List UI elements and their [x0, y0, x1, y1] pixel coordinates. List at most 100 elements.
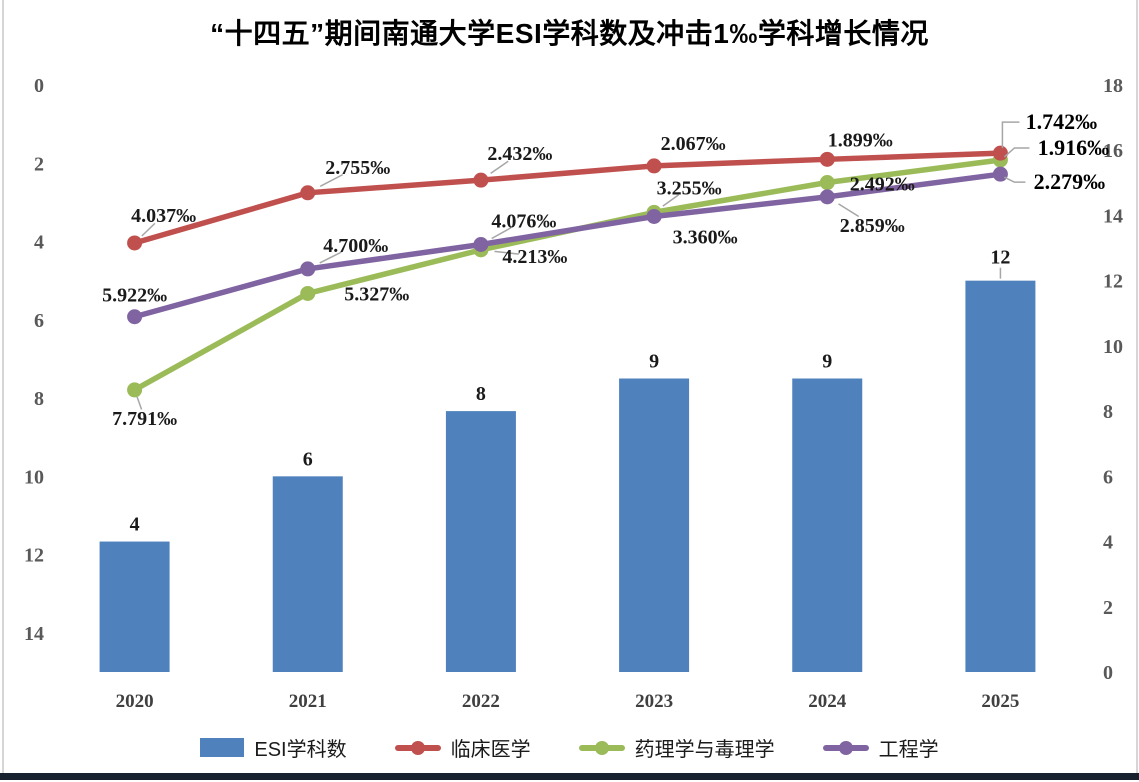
- label-callout-leader: [1004, 176, 1026, 183]
- right-axis-tick: 18: [1103, 75, 1123, 97]
- right-axis-tick: 10: [1103, 336, 1123, 358]
- left-axis-tick: 2: [34, 153, 44, 175]
- label-leader: [662, 194, 680, 207]
- x-axis-label: 2022: [462, 691, 500, 712]
- label-leader: [319, 173, 344, 187]
- bar-value-label: 12: [990, 247, 1010, 269]
- x-axis-label: 2024: [808, 691, 847, 712]
- bar-2025: [965, 280, 1036, 672]
- chart-title: “十四五”期间南通大学ESI学科数及冲击1‰学科增长情况: [210, 18, 929, 49]
- data-label: 3.360‰: [673, 226, 738, 248]
- legend-label: 临床医学: [450, 739, 531, 761]
- right-axis-tick: 0: [1103, 662, 1113, 684]
- marker-2025: [992, 145, 1008, 161]
- label-leader: [141, 222, 156, 237]
- line-swatch-icon: [578, 738, 625, 758]
- legend-item-esi-count: ESI学科数: [200, 733, 347, 762]
- label-leader: [491, 227, 512, 240]
- legend-item-engineering: 工程学: [822, 733, 939, 762]
- data-label: 2.859‰: [840, 215, 905, 237]
- bar-value-label: 8: [476, 383, 486, 405]
- bar-2024: [792, 378, 863, 672]
- bar-value-label: 9: [822, 351, 832, 373]
- bottom-rule: [0, 773, 1139, 780]
- left-axis-tick: 12: [24, 545, 44, 567]
- marker-2021: [300, 285, 316, 301]
- data-label: 2.432‰: [487, 143, 552, 165]
- left-border: [2, 0, 4, 775]
- x-axis-label: 2023: [635, 691, 673, 712]
- line-series: [131, 171, 1004, 320]
- marker-2020: [127, 309, 143, 325]
- marker-2024: [819, 189, 835, 205]
- data-label: 5.327‰: [344, 283, 409, 305]
- legend-label: ESI学科数: [254, 739, 347, 761]
- right-axis-tick: 8: [1103, 401, 1113, 423]
- x-axis-label: 2021: [289, 691, 327, 712]
- data-label: 1.742‰: [1026, 109, 1098, 134]
- bar-2023: [619, 378, 690, 672]
- right-border: [1136, 0, 1138, 775]
- marker-2022: [473, 237, 489, 253]
- left-axis-tick: 8: [34, 388, 44, 410]
- data-label: 3.255‰: [657, 177, 722, 199]
- right-axis-tick: 2: [1103, 597, 1113, 619]
- marker-2024: [819, 151, 835, 167]
- right-axis-tick: 6: [1103, 466, 1113, 488]
- marker-2021: [300, 185, 316, 201]
- data-label: 4.213‰: [502, 246, 567, 268]
- label-leader: [838, 203, 860, 218]
- marker-2024: [819, 175, 835, 191]
- line-swatch-icon: [822, 738, 869, 758]
- legend-item-pharmacology-toxicology: 药理学与毒理学: [578, 733, 775, 762]
- data-label: 2.492‰: [850, 174, 915, 196]
- right-axis-tick: 12: [1103, 271, 1123, 293]
- data-label: 4.700‰: [323, 235, 388, 257]
- left-axis-tick: 0: [34, 75, 44, 97]
- marker-2023: [646, 158, 662, 174]
- bar-2020: [99, 541, 170, 672]
- marker-2021: [300, 261, 316, 277]
- marker-2020: [127, 235, 143, 251]
- label-leader: [136, 396, 143, 410]
- data-label: 2.279‰: [1034, 169, 1106, 194]
- marker-2022: [473, 172, 489, 188]
- legend-label: 药理学与毒理学: [634, 739, 775, 761]
- bar-swatch-icon: [200, 738, 245, 757]
- marker-2025: [992, 166, 1008, 182]
- data-label: 5.922‰: [102, 285, 167, 307]
- line-series: [131, 150, 1004, 246]
- left-axis-tick: 4: [34, 232, 44, 254]
- bar-value-label: 9: [649, 351, 659, 373]
- label-callout-leader: [1001, 121, 1020, 149]
- line-swatch-icon: [394, 738, 441, 758]
- marker-2023: [646, 208, 662, 224]
- data-label: 4.076‰: [491, 211, 556, 233]
- legend-item-clinical-medicine: 临床医学: [394, 733, 531, 762]
- bar-value-label: 4: [130, 514, 140, 536]
- bar-value-label: 6: [303, 448, 313, 470]
- data-label: 4.037‰: [131, 205, 196, 227]
- right-axis-tick: 4: [1103, 532, 1113, 554]
- bar-2021: [272, 476, 343, 672]
- x-axis-label: 2020: [116, 691, 154, 712]
- x-axis-label: 2025: [981, 691, 1019, 712]
- label-callout-leader: [1003, 147, 1030, 158]
- right-axis-tick: 16: [1103, 140, 1123, 162]
- left-axis-tick: 14: [24, 623, 44, 645]
- data-label: 1.899‰: [828, 129, 893, 151]
- label-leader: [319, 251, 342, 264]
- left-axis-tick: 10: [24, 466, 44, 488]
- left-axis-tick: 6: [34, 310, 44, 332]
- chart-legend: ESI学科数 临床医学 药理学与毒理学 工程学: [0, 733, 1139, 762]
- bar-2022: [445, 411, 516, 672]
- data-label: 1.916‰: [1038, 135, 1110, 160]
- data-label: 2.067‰: [661, 133, 726, 155]
- data-label: 7.791‰: [112, 408, 177, 430]
- label-leader: [494, 250, 519, 255]
- marker-2020: [127, 382, 143, 398]
- legend-label: 工程学: [878, 739, 939, 761]
- data-label: 2.755‰: [325, 157, 390, 179]
